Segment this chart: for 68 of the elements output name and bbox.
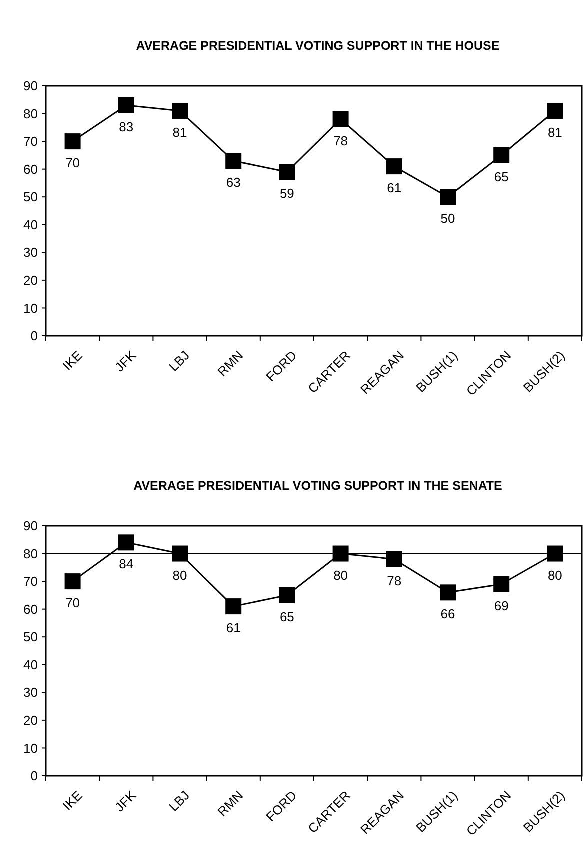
x-tick-label: IKE	[60, 788, 86, 814]
data-label: 70	[66, 156, 80, 171]
data-label: 80	[334, 568, 348, 583]
y-tick-label: 20	[24, 272, 38, 288]
data-label: 70	[66, 596, 80, 611]
y-tick-label: 70	[24, 574, 38, 590]
point	[440, 584, 456, 601]
y-tick-label: 80	[24, 106, 38, 122]
data-label: 69	[494, 598, 509, 614]
data-label: 78	[334, 133, 348, 148]
point	[386, 551, 402, 568]
data-label: 66	[440, 606, 456, 622]
x-tick-label: JFK	[112, 348, 140, 375]
y-tick-label: 40	[24, 217, 38, 232]
point	[547, 103, 564, 119]
point	[64, 134, 81, 150]
y-tick-label: 60	[24, 162, 38, 177]
data-label: 61	[226, 620, 241, 636]
chart-title: AVERAGE PRESIDENTIAL VOTING SUPPORT IN THE HOUSE	[136, 39, 500, 53]
x-tick-label: LBJ	[166, 348, 193, 374]
point	[386, 158, 402, 175]
data-label: 80	[548, 568, 562, 583]
data-label: 83	[119, 119, 134, 134]
y-tick-label: 90	[24, 518, 38, 534]
point	[64, 574, 81, 590]
point	[547, 546, 564, 562]
y-tick-label: 10	[24, 740, 38, 756]
y-tick-label: 0	[30, 328, 38, 344]
point	[226, 153, 242, 169]
data-label: 81	[548, 125, 562, 140]
y-tick-label: 80	[24, 546, 38, 562]
data-label: 65	[280, 609, 294, 624]
chart-title: AVERAGE PRESIDENTIAL VOTING SUPPORT IN THE SENATE	[134, 479, 502, 493]
data-label: 63	[226, 175, 241, 190]
point	[172, 546, 188, 562]
y-tick-label: 40	[24, 657, 38, 672]
y-tick-label: 70	[24, 134, 38, 150]
data-label: 61	[387, 180, 402, 196]
y-tick-label: 10	[24, 300, 38, 316]
point	[226, 598, 242, 615]
data-label: 50	[440, 211, 456, 226]
data-label: 80	[172, 568, 188, 583]
y-tick-label: 60	[24, 602, 38, 617]
y-tick-label: 20	[24, 712, 38, 728]
data-label: 59	[280, 186, 294, 202]
point	[279, 164, 296, 180]
data-label: 78	[387, 573, 402, 588]
x-tick-label: JFK	[112, 788, 140, 815]
point	[172, 103, 188, 119]
y-tick-label: 50	[24, 630, 38, 645]
point	[440, 189, 456, 206]
data-label: 84	[119, 556, 134, 572]
y-tick-label: 0	[30, 768, 38, 784]
point	[118, 97, 134, 114]
point	[494, 576, 510, 592]
y-tick-label: 30	[24, 245, 38, 260]
x-tick-label: IKE	[60, 348, 86, 374]
point	[494, 147, 510, 164]
y-tick-label: 90	[24, 78, 38, 94]
point	[279, 587, 296, 604]
data-label: 81	[172, 125, 188, 140]
point	[118, 534, 134, 551]
x-tick-label: LBJ	[166, 788, 193, 814]
point	[332, 546, 349, 562]
y-tick-label: 50	[24, 190, 38, 205]
point	[332, 111, 349, 128]
y-tick-label: 30	[24, 685, 38, 700]
data-label: 65	[494, 169, 509, 184]
